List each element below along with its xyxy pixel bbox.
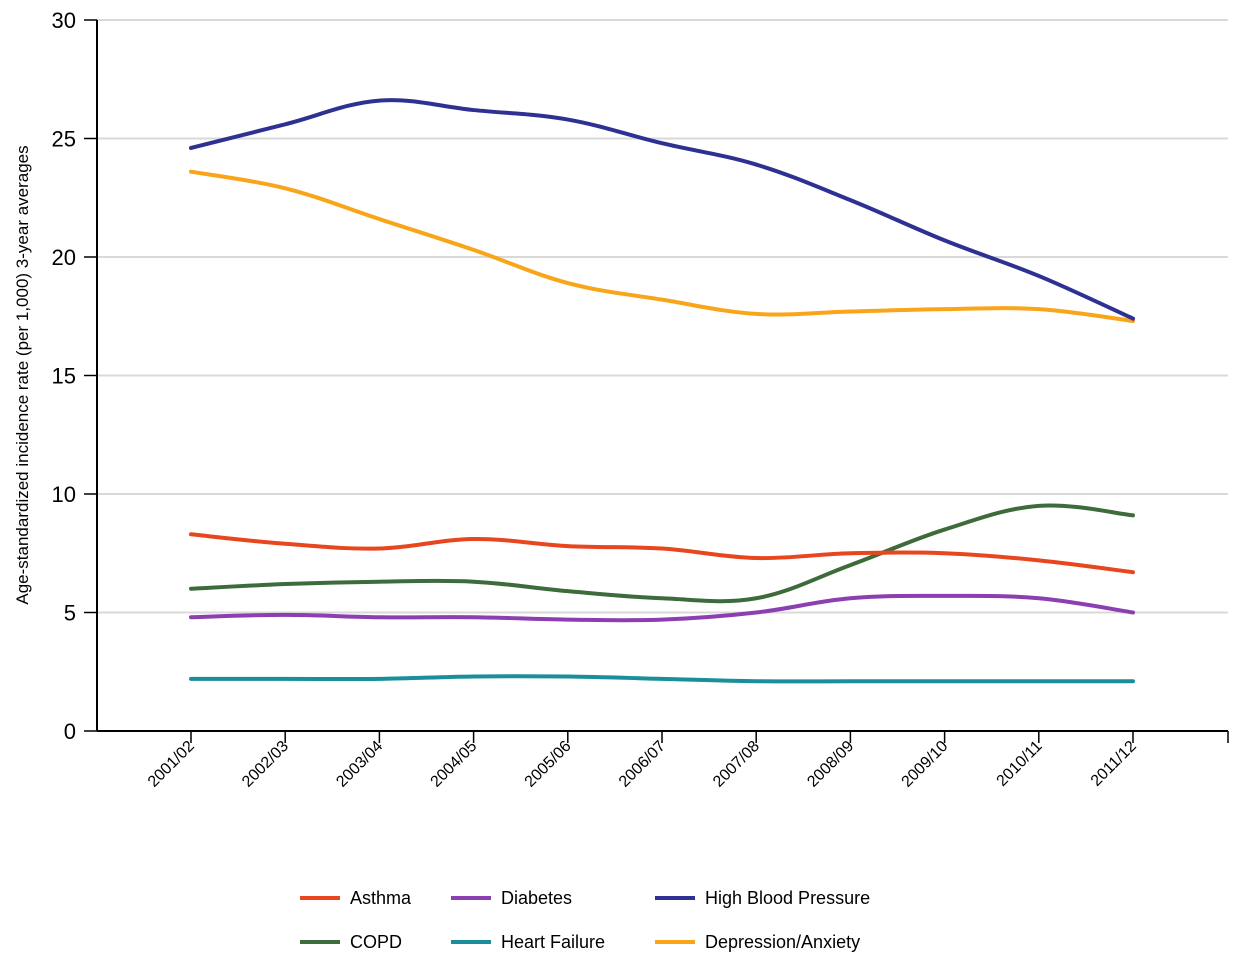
x-tick-label: 2009/10 (899, 738, 952, 791)
y-tick-label: 30 (52, 8, 76, 33)
legend-label-heart-failure: Heart Failure (501, 932, 605, 952)
legend-label-high-blood-pressure: High Blood Pressure (705, 888, 870, 908)
x-tick-label: 2001/02 (145, 738, 198, 791)
grid-lines (97, 19, 1228, 614)
axes (84, 19, 1229, 743)
y-tick-label: 0 (64, 719, 76, 744)
series-line-diabetes (189, 593, 1135, 623)
series-line-heart-failure (189, 674, 1135, 684)
y-tick-label: 20 (52, 245, 76, 270)
x-tick-label: 2004/05 (428, 738, 481, 791)
series-line-asthma (189, 532, 1135, 575)
x-tick-label: 2006/07 (616, 738, 669, 791)
series-line-depression-anxiety (189, 169, 1135, 323)
y-axis-label: Age-standardized incidence rate (per 1,0… (13, 145, 32, 604)
series-line-high-blood-pressure (189, 98, 1135, 321)
x-tick-label: 2003/04 (333, 738, 386, 791)
legend: Asthma Diabetes High Blood Pressure COPD Hea… (300, 888, 870, 952)
y-tick-label: 10 (52, 482, 76, 507)
series-line-copd (189, 503, 1135, 604)
legend-label-diabetes: Diabetes (501, 888, 572, 908)
series-lines (189, 98, 1135, 684)
y-tick-label: 25 (52, 127, 76, 152)
y-tick-label: 5 (64, 601, 76, 626)
legend-label-asthma: Asthma (350, 888, 412, 908)
x-tick-label: 2011/12 (1088, 738, 1140, 790)
x-tick-labels: 2001/02 2002/03 2003/04 2004/05 2005/06 2006/… (145, 738, 1140, 791)
legend-label-depression-anxiety: Depression/Anxiety (705, 932, 860, 952)
x-tick-label: 2005/06 (522, 738, 575, 791)
legend-label-copd: COPD (350, 932, 402, 952)
y-tick-label: 15 (52, 364, 76, 389)
y-tick-labels: 0 5 10 15 20 25 30 (52, 8, 76, 744)
x-tick-label: 2002/03 (239, 738, 292, 791)
x-tick-label: 2010/11 (994, 738, 1046, 790)
x-tick-label: 2007/08 (710, 738, 763, 791)
x-tick-label: 2008/09 (804, 738, 857, 791)
